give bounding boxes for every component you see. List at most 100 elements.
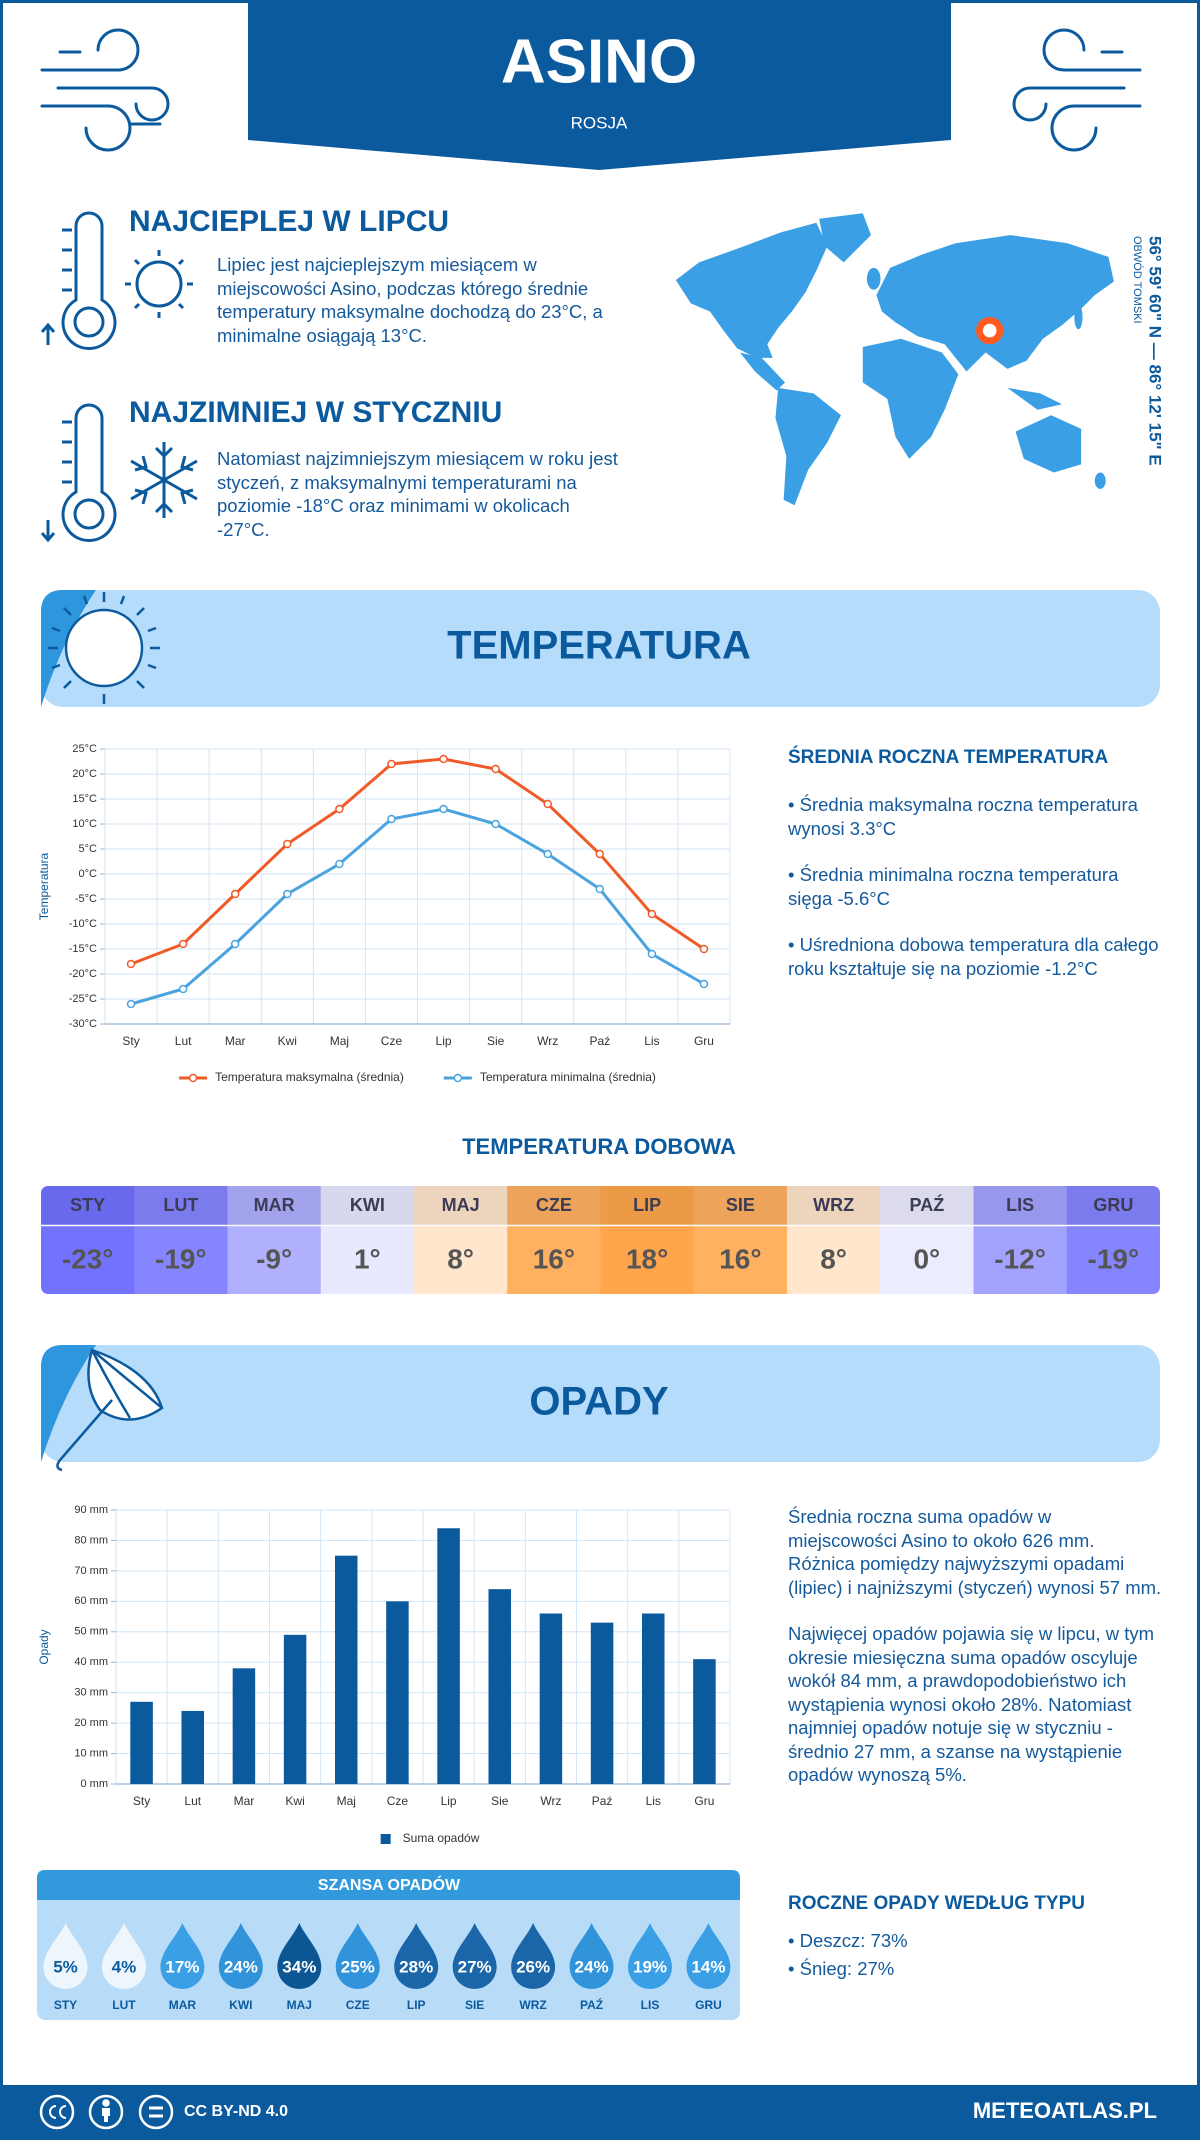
y-axis-label: Temperatura [37, 852, 51, 920]
point [230, 939, 240, 949]
y-tick-label: 80 mm [74, 1534, 108, 1546]
point [335, 859, 344, 869]
bar [130, 1701, 153, 1784]
drop-value: 17% [165, 1957, 199, 1976]
table-month: LIP [633, 1195, 661, 1215]
region: OBWÓD TOMSKI [1131, 236, 1144, 324]
point [387, 759, 396, 769]
drop-month: WRZ [519, 1998, 546, 2012]
y-axis-label: Opady [37, 1629, 51, 1664]
drop [628, 1923, 672, 1989]
table-month: PAŹ [910, 1194, 945, 1215]
table-value-cell [134, 1226, 228, 1294]
table-value-cell [787, 1226, 881, 1294]
point [647, 909, 657, 919]
warmest-text: Lipiec jest najcieplejszym miesiącem w m… [217, 254, 603, 346]
table-month: LIS [1006, 1195, 1034, 1215]
drop [511, 1923, 556, 1990]
table-value-cell [973, 1226, 1068, 1294]
y-tick-label: 10°C [72, 818, 97, 830]
header-banner [248, 3, 951, 170]
warm-icon [40, 211, 193, 350]
table-value-cell [41, 1226, 135, 1294]
drop [452, 1923, 497, 1990]
y-tick-label: 90 mm [74, 1504, 108, 1516]
legend-swatch [380, 1834, 391, 1844]
section-title: TEMPERATURA [447, 624, 751, 668]
y-tick-label: 5°C [79, 843, 98, 855]
bar [693, 1659, 716, 1784]
point [126, 959, 136, 969]
drop-value: 24% [224, 1957, 258, 1976]
point [335, 804, 344, 814]
chance-box [37, 1870, 740, 2020]
drop-value: 19% [633, 1957, 667, 1976]
types-title: ROCZNE OPADY WEDŁUG TYPU [788, 1893, 1085, 1914]
table-title: TEMPERATURA DOBOWA [462, 1134, 736, 1159]
table-month: STY [70, 1195, 105, 1215]
drop-month: LUT [112, 1998, 136, 2012]
drop-month: LIP [407, 1998, 426, 2012]
table-header-shade [693, 1186, 788, 1225]
section-banner [41, 1345, 1160, 1462]
table-value-cell [880, 1226, 974, 1294]
drop [43, 1923, 88, 1990]
x-tick-label: Lip [436, 1034, 452, 1048]
daily-temperature-table: STY -23° LUT -19° MAR -9° KWI 1° MAJ 8° CZE 16° LIP 1… [41, 1186, 1160, 1294]
banner-corner [41, 590, 96, 707]
y-tick-label: -25°C [69, 993, 97, 1005]
bar [181, 1710, 205, 1784]
legend-swatch [453, 1073, 463, 1083]
y-tick-label: 20°C [72, 768, 97, 780]
license-icons [39, 2094, 174, 2130]
table-month: LUT [163, 1195, 198, 1215]
x-tick-label: Cze [381, 1034, 403, 1048]
y-tick-label: 25°C [72, 743, 97, 755]
license: CC BY-ND 4.0 [184, 2103, 288, 2120]
table-month: SIE [726, 1195, 755, 1215]
table-header-cell [134, 1186, 228, 1225]
drop-value: 14% [691, 1957, 725, 1976]
point [543, 799, 552, 809]
type-item: • Śnieg: 27% [788, 1958, 895, 1979]
table-value-cell [693, 1226, 788, 1294]
table-header-cell [1066, 1186, 1160, 1225]
table-value: 0° [913, 1243, 940, 1274]
table-month: KWI [350, 1195, 385, 1215]
table-header-cell [507, 1186, 601, 1225]
table-header-cell [320, 1186, 415, 1225]
x-tick-label: Gru [694, 1034, 714, 1048]
drop-month: CZE [346, 1998, 370, 2012]
table-header-cell [787, 1186, 881, 1225]
bar [437, 1528, 460, 1784]
table-value-cell [507, 1226, 601, 1294]
table-header-shade [320, 1186, 415, 1225]
table-header-shade [1066, 1186, 1160, 1225]
point [178, 939, 188, 949]
y-tick-label: 0°C [79, 868, 98, 880]
legend-label: Temperatura minimalna (średnia) [480, 1070, 656, 1084]
x-tick-label: Lis [644, 1034, 659, 1048]
legend-label: Suma opadów [403, 1831, 480, 1845]
table-header-cell [600, 1186, 695, 1225]
cold-icon [40, 403, 198, 543]
x-tick-label: Mar [225, 1034, 246, 1048]
precipitation-paragraph: Średnia roczna suma opadów w miejscowośc… [788, 1506, 1162, 1598]
drop [218, 1923, 263, 1990]
x-tick-label: Kwi [278, 1034, 297, 1048]
drop-value: 24% [575, 1957, 609, 1976]
bar [283, 1634, 307, 1784]
table-month: WRZ [813, 1195, 854, 1215]
x-tick-label: Paź [592, 1794, 613, 1808]
point [439, 804, 448, 814]
precipitation-paragraph: Najwięcej opadów pojawia się w lipcu, w … [788, 1623, 1155, 1785]
y-tick-label: 10 mm [74, 1747, 108, 1759]
drop-month: GRU [695, 1998, 722, 2012]
y-tick-label: 0 mm [81, 1778, 109, 1790]
y-tick-label: 50 mm [74, 1626, 108, 1638]
y-tick-label: -15°C [69, 943, 97, 955]
x-tick-label: Sie [487, 1034, 505, 1048]
x-tick-label: Cze [387, 1794, 409, 1808]
